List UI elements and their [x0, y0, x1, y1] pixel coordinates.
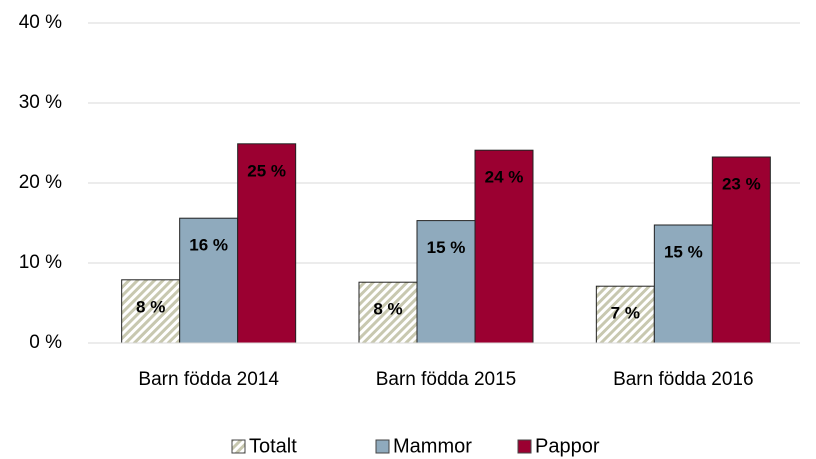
- value-label: 16 %: [189, 236, 228, 255]
- value-label: 25 %: [247, 161, 286, 180]
- value-label: 7 %: [611, 304, 640, 323]
- value-label: 23 %: [722, 174, 761, 193]
- legend-label: Totalt: [249, 435, 297, 457]
- value-label: 8 %: [136, 297, 165, 316]
- x-tick-label: Barn födda 2016: [613, 369, 754, 390]
- legend-swatch: [231, 439, 246, 454]
- bar: [711, 156, 771, 344]
- bar: [595, 285, 655, 344]
- legend-swatch: [517, 439, 532, 454]
- y-tick-label: 10 %: [19, 252, 62, 273]
- value-label: 8 %: [373, 300, 402, 319]
- y-tick-label: 0 %: [29, 332, 62, 353]
- legend-label: Pappor: [535, 435, 600, 457]
- y-tick-label: 40 %: [19, 12, 62, 33]
- value-label: 15 %: [427, 238, 466, 257]
- y-tick-label: 30 %: [19, 92, 62, 113]
- legend-swatch: [375, 439, 390, 454]
- value-label: 15 %: [664, 242, 703, 261]
- legend-label: Mammor: [393, 435, 472, 457]
- x-tick-label: Barn födda 2015: [376, 369, 517, 390]
- bar: [121, 279, 181, 344]
- y-tick-label: 20 %: [19, 172, 62, 193]
- bar: [474, 149, 534, 344]
- bar: [237, 143, 297, 344]
- value-label: 24 %: [485, 168, 524, 187]
- bar: [416, 220, 476, 344]
- x-tick-label: Barn födda 2014: [138, 369, 279, 390]
